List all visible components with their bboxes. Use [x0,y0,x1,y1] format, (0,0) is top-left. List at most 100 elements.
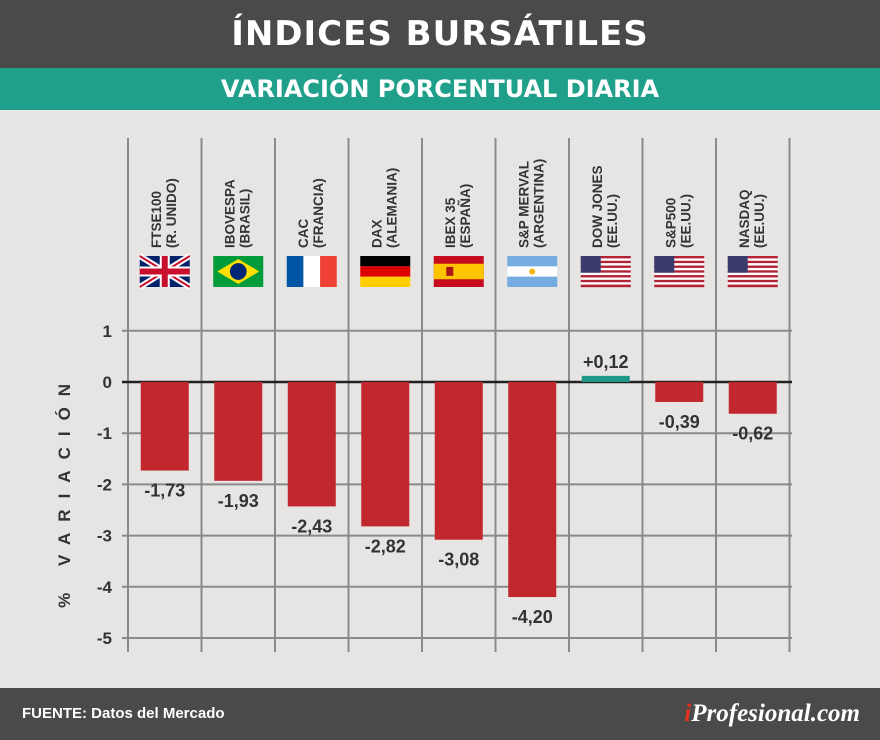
flag-stripe [727,260,778,264]
flag-stripe [727,265,778,269]
category-label-group: IBOVESPA (BRASIL) [222,179,252,248]
flag-canton [654,256,675,273]
uk-flag [138,253,192,290]
flag-canton [727,256,748,273]
flag-globe [229,263,247,280]
flag-stripe [580,258,631,261]
flag-stripe [654,267,705,271]
flag-stripe [727,279,778,283]
page-title: ÍNDICES BURSÁTILES [231,14,649,54]
category-country: (ALEMANIA) [384,168,399,248]
flag-sun [529,268,536,275]
bar [434,382,483,540]
usa-flag [580,256,631,288]
y-tick-label: -1 [97,424,112,443]
category-label-group: S&P MERVAL (ARGENTINA) [516,159,546,248]
flag-cross-red [139,268,190,275]
spain-flag [433,256,484,287]
flag-stripe [580,260,631,264]
flag-stripe [303,256,321,287]
flag-stripe [654,265,705,269]
logo-prefix: i [684,700,692,727]
logo: iProfesional.com [684,688,860,740]
footer: FUENTE: Datos del Mercado iProfesional.c… [0,688,880,740]
flag-stripe [727,256,778,259]
category-name: NASDAQ [737,189,752,248]
flag-stripe [727,284,778,288]
bar-chart: 1 0 -1 -2 -3 -4 -5 % VARIACIÓN FTSE100 (R. UNIDO)… [55,138,792,652]
flag-stripe [654,282,705,285]
flag-stripe [360,266,411,277]
category-name: DOW JONES [590,165,605,248]
data-label: -2,43 [291,516,332,536]
category-name: CAC [296,219,311,248]
y-tick-label: 1 [103,322,112,341]
flag-stripe [727,263,778,266]
flag-stripe [286,256,304,287]
brazil-flag [213,256,264,287]
flag-stripe [654,272,705,276]
flag-stripe [727,267,778,271]
usa-flag [727,256,778,288]
category-country: (ESPAÑA) [458,184,473,248]
bar [361,382,410,527]
flag-canton [580,256,601,273]
flag-stripe [580,284,631,288]
y-tick-label: -5 [97,629,112,648]
subtitle-bar: VARIACIÓN PORCENTUAL DIARIA [0,68,880,110]
y-axis-label: % VARIACIÓN [55,373,74,608]
data-label: -3,08 [438,550,479,570]
flag-stripe [654,284,705,288]
flag-stripe [727,258,778,261]
data-label: -2,82 [365,536,406,556]
bar [581,375,630,382]
bar [140,382,189,471]
y-tick-label: -4 [97,578,113,597]
flag-stripe [580,277,631,281]
data-label: -4,20 [512,607,553,627]
category-name: DAX [369,219,384,248]
usa-flag [654,256,705,288]
category-label-group: DOW JONES (EE.UU.) [590,165,620,248]
flag-stripe [580,282,631,285]
data-label: -1,93 [218,491,259,511]
page-subtitle: VARIACIÓN PORCENTUAL DIARIA [220,75,660,103]
flag-stripe [360,276,411,287]
category-label-group: IBEX 35 (ESPAÑA) [443,184,473,248]
flag-stripe [654,260,705,264]
flag-stripe [580,256,631,259]
flag-stripe [727,270,778,273]
category-country: (BRASIL) [237,189,252,248]
flag-stripe [360,256,411,267]
category-name: IBEX 35 [443,197,458,248]
flag-stripe [727,277,778,281]
category-label-group: CAC (FRANCIA) [296,178,326,248]
flag-stripe [654,270,705,273]
argentina-flag [507,256,558,287]
flag-stripe [727,282,778,285]
flag-stripe [580,272,631,276]
bar [214,382,263,481]
y-tick-label: 0 [103,373,112,392]
flag-stripe [654,277,705,281]
category-name: IBOVESPA [222,179,237,248]
y-tick-label: -3 [97,527,112,546]
data-label: -1,73 [144,481,185,501]
category-name: S&P500 [663,198,678,248]
category-country: (EE.UU.) [678,194,693,248]
category-label-group: DAX (ALEMANIA) [369,168,399,248]
category-country: (FRANCIA) [311,178,326,248]
bar [508,382,557,598]
bar [728,382,777,414]
flag-stripe [654,275,705,278]
flag-stripe [580,270,631,273]
flag-emblem [446,266,454,276]
category-label-group: S&P500 (EE.UU.) [663,194,693,248]
france-flag [286,256,337,287]
data-label: +0,12 [583,352,629,372]
category-country: (ARGENTINA) [531,159,546,248]
flag-stripe [580,267,631,271]
flag-stripe [580,275,631,278]
category-country: (EE.UU.) [605,194,620,248]
